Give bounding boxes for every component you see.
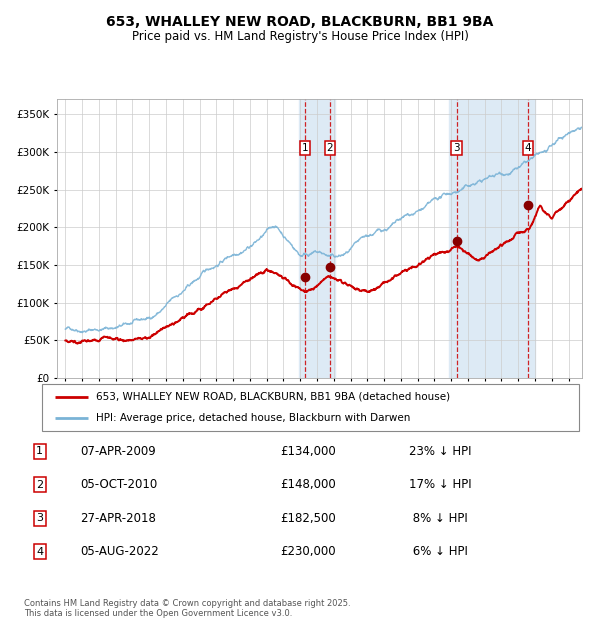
- Text: 17% ↓ HPI: 17% ↓ HPI: [409, 478, 472, 491]
- Text: £134,000: £134,000: [281, 445, 337, 458]
- Text: £182,500: £182,500: [281, 512, 337, 525]
- Text: 653, WHALLEY NEW ROAD, BLACKBURN, BB1 9BA: 653, WHALLEY NEW ROAD, BLACKBURN, BB1 9B…: [106, 16, 494, 30]
- Text: 05-AUG-2022: 05-AUG-2022: [80, 546, 158, 559]
- Bar: [449, 99, 535, 378]
- Text: 4: 4: [525, 143, 532, 153]
- Text: 3: 3: [36, 513, 43, 523]
- Text: 8% ↓ HPI: 8% ↓ HPI: [409, 512, 468, 525]
- Text: 1: 1: [36, 446, 43, 456]
- Text: 05-OCT-2010: 05-OCT-2010: [80, 478, 157, 491]
- Text: Price paid vs. HM Land Registry's House Price Index (HPI): Price paid vs. HM Land Registry's House …: [131, 30, 469, 43]
- Text: 1: 1: [301, 143, 308, 153]
- Bar: [299, 99, 335, 378]
- Text: £230,000: £230,000: [281, 546, 337, 559]
- Text: 653, WHALLEY NEW ROAD, BLACKBURN, BB1 9BA (detached house): 653, WHALLEY NEW ROAD, BLACKBURN, BB1 9B…: [96, 392, 450, 402]
- Text: 23% ↓ HPI: 23% ↓ HPI: [409, 445, 472, 458]
- Text: 07-APR-2009: 07-APR-2009: [80, 445, 155, 458]
- Text: 2: 2: [36, 480, 43, 490]
- Text: HPI: Average price, detached house, Blackburn with Darwen: HPI: Average price, detached house, Blac…: [96, 414, 410, 423]
- FancyBboxPatch shape: [42, 384, 579, 431]
- Text: £148,000: £148,000: [281, 478, 337, 491]
- Text: 4: 4: [36, 547, 43, 557]
- Text: Contains HM Land Registry data © Crown copyright and database right 2025.
This d: Contains HM Land Registry data © Crown c…: [24, 599, 350, 618]
- Text: 27-APR-2018: 27-APR-2018: [80, 512, 155, 525]
- Text: 6% ↓ HPI: 6% ↓ HPI: [409, 546, 468, 559]
- Text: 2: 2: [326, 143, 333, 153]
- Text: 3: 3: [453, 143, 460, 153]
